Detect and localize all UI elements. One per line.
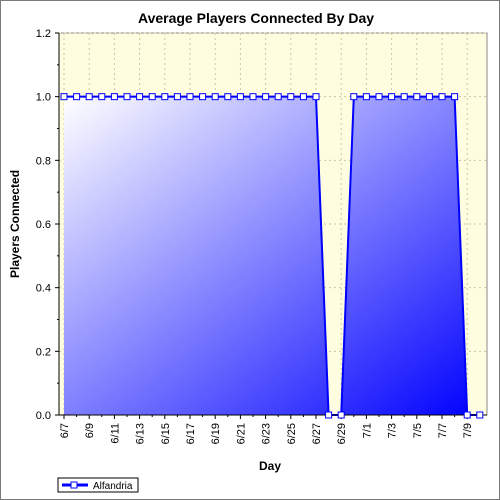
x-tick-label: 6/9 bbox=[84, 423, 96, 438]
area-fill bbox=[64, 96, 480, 416]
data-point bbox=[413, 93, 421, 101]
data-point bbox=[148, 93, 156, 101]
legend: Alfandria bbox=[57, 477, 139, 493]
data-point bbox=[224, 93, 232, 101]
x-tick-labels: 6/7 6/9 6/11 6/13 6/15 6/17 6/19 6/21 6/23 6/25 6/… bbox=[59, 423, 474, 444]
legend-label: Alfandria bbox=[93, 481, 133, 492]
data-point bbox=[186, 93, 194, 101]
data-point bbox=[249, 93, 257, 101]
x-tick-label: 6/19 bbox=[210, 423, 222, 444]
data-point bbox=[211, 93, 219, 101]
chart-title: Average Players Connected By Day bbox=[138, 10, 374, 26]
axes bbox=[55, 32, 487, 419]
data-point bbox=[425, 93, 433, 101]
data-point bbox=[388, 93, 396, 101]
data-point bbox=[123, 93, 131, 101]
data-point bbox=[161, 93, 169, 101]
data-point bbox=[375, 93, 383, 101]
x-tick-label: 6/15 bbox=[160, 423, 172, 444]
legend-marker-swatch bbox=[70, 481, 78, 489]
x-tick-label: 7/7 bbox=[437, 423, 449, 438]
y-tick-label: 0.0 bbox=[36, 410, 51, 422]
data-point bbox=[274, 93, 282, 101]
x-tick-label: 6/23 bbox=[261, 423, 273, 444]
data-point bbox=[73, 93, 81, 101]
data-point bbox=[173, 93, 181, 101]
data-point bbox=[287, 93, 295, 101]
x-tick-label: 7/3 bbox=[387, 423, 399, 438]
x-tick-label: 7/1 bbox=[361, 423, 373, 438]
data-point bbox=[476, 411, 484, 419]
data-point bbox=[337, 411, 345, 419]
y-tick-labels: 0.0 0.2 0.4 0.6 0.8 1.0 1.2 bbox=[36, 28, 51, 422]
area-series bbox=[64, 95, 480, 416]
data-point bbox=[110, 93, 118, 101]
y-tick-label: 1.2 bbox=[36, 28, 51, 40]
x-tick-label: 6/21 bbox=[235, 423, 247, 444]
x-tick-label: 6/29 bbox=[336, 423, 348, 444]
data-point bbox=[463, 411, 471, 419]
data-point bbox=[438, 93, 446, 101]
x-tick-label: 6/25 bbox=[286, 423, 298, 444]
y-tick-label: 0.6 bbox=[36, 219, 51, 231]
y-tick-label: 0.4 bbox=[36, 283, 51, 295]
data-point bbox=[262, 93, 270, 101]
data-point bbox=[60, 93, 68, 101]
y-axis-label: Players Connected bbox=[8, 170, 22, 278]
x-tick-label: 6/7 bbox=[59, 423, 71, 438]
x-tick-label: 6/17 bbox=[185, 423, 197, 444]
data-point bbox=[199, 93, 207, 101]
x-tick-label: 6/27 bbox=[311, 423, 323, 444]
legend-box bbox=[57, 477, 139, 493]
data-point bbox=[400, 93, 408, 101]
x-tick-label: 7/9 bbox=[462, 423, 474, 438]
series-line bbox=[64, 95, 480, 416]
data-point bbox=[299, 93, 307, 101]
data-point bbox=[136, 93, 144, 101]
x-axis-label: Day bbox=[259, 459, 281, 473]
data-point bbox=[85, 93, 93, 101]
y-tick-label: 0.8 bbox=[36, 155, 51, 167]
x-tick-label: 6/11 bbox=[109, 423, 121, 444]
data-point bbox=[236, 93, 244, 101]
x-tick-label: 7/5 bbox=[412, 423, 424, 438]
data-point bbox=[312, 93, 320, 101]
data-point bbox=[350, 93, 358, 101]
data-point bbox=[451, 93, 459, 101]
data-point bbox=[362, 93, 370, 101]
data-point bbox=[325, 411, 333, 419]
y-tick-label: 1.0 bbox=[36, 92, 51, 104]
y-tick-label: 0.2 bbox=[36, 346, 51, 358]
data-point bbox=[98, 93, 106, 101]
x-tick-label: 6/13 bbox=[135, 423, 147, 444]
series-markers bbox=[60, 93, 484, 419]
